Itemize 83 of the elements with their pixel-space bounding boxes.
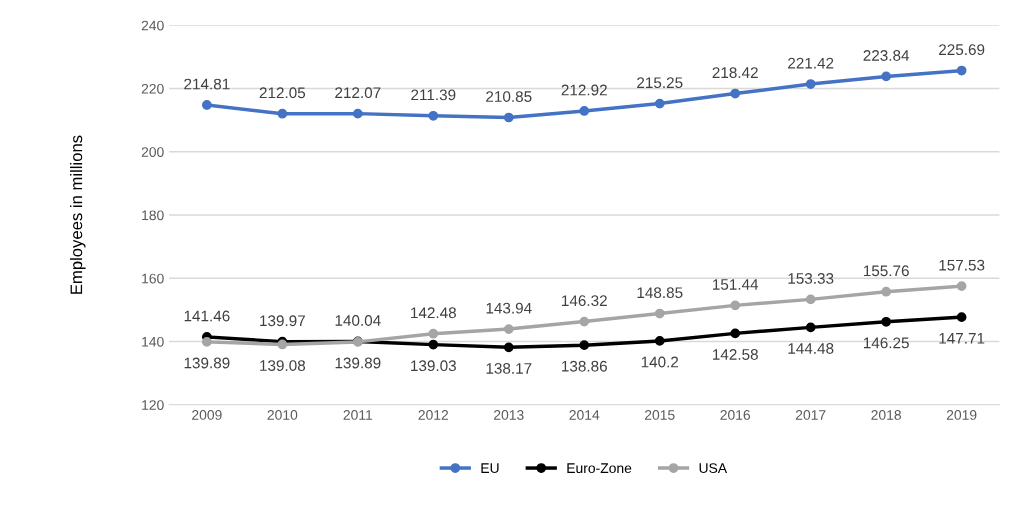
data-label: 141.46 — [184, 310, 230, 322]
data-label: 144.48 — [788, 343, 834, 354]
data-label: 140.04 — [335, 315, 381, 326]
point — [428, 328, 439, 339]
y-tick-label: 220 — [141, 83, 164, 94]
point — [956, 65, 967, 76]
point — [503, 112, 514, 123]
point — [428, 110, 439, 121]
point — [202, 337, 212, 347]
y-tick-label: 200 — [141, 147, 164, 157]
y-axis-title: Employees in millions — [70, 135, 86, 294]
point — [202, 100, 212, 110]
y-tick-label: 240 — [141, 20, 164, 31]
data-label: 215.25 — [637, 77, 683, 89]
data-label: 139.03 — [411, 360, 456, 372]
data-label: 151.44 — [713, 279, 759, 290]
x-tick-label: 2017 — [795, 410, 826, 420]
data-label: 214.81 — [184, 78, 230, 90]
legend-label: USA — [699, 463, 728, 474]
point — [579, 316, 590, 327]
point — [881, 316, 892, 327]
point — [428, 339, 439, 350]
x-tick-label: 2019 — [946, 410, 977, 420]
data-label: 212.92 — [561, 84, 607, 96]
data-label: 142.48 — [411, 307, 456, 319]
data-label: 218.42 — [712, 67, 758, 79]
data-label: 146.25 — [863, 337, 909, 349]
y-tick-label: 120 — [142, 400, 164, 410]
data-label: 148.85 — [637, 287, 683, 299]
x-tick-label: 2012 — [418, 410, 449, 420]
point — [579, 106, 590, 116]
point — [730, 300, 741, 311]
data-label: 147.71 — [939, 333, 985, 344]
data-label: 139.89 — [335, 357, 381, 369]
x-tick-label: 2016 — [720, 410, 751, 420]
data-label: 140.2 — [641, 356, 679, 368]
data-label: 153.33 — [788, 273, 834, 284]
point — [277, 108, 288, 119]
data-label: 142.58 — [713, 349, 758, 360]
data-label: 139.08 — [260, 360, 306, 371]
data-label: 143.94 — [486, 302, 532, 314]
point — [730, 328, 741, 339]
point — [503, 324, 514, 334]
point — [352, 108, 363, 119]
point — [579, 340, 590, 351]
data-label: 139.97 — [260, 315, 305, 327]
data-label: 138.17 — [486, 363, 532, 374]
data-label: 138.86 — [562, 360, 607, 372]
data-label: 146.32 — [562, 295, 607, 307]
x-tick-label: 2018 — [871, 410, 902, 420]
legend-label: Euro-Zone — [567, 463, 632, 474]
data-label: 225.69 — [939, 44, 985, 56]
point — [881, 71, 892, 82]
x-tick-label: 2009 — [192, 410, 222, 420]
point — [730, 88, 741, 99]
point — [654, 98, 665, 109]
data-label: 212.07 — [335, 87, 381, 99]
y-tick-label: 180 — [142, 210, 164, 221]
y-tick-label: 140 — [142, 336, 164, 347]
point — [805, 294, 816, 305]
x-tick-label: 2014 — [569, 410, 600, 420]
data-label: 139.89 — [184, 357, 230, 369]
x-tick-label: 2015 — [644, 410, 675, 420]
data-label: 212.05 — [259, 87, 306, 99]
data-label: 221.42 — [788, 57, 834, 69]
data-label: 223.84 — [863, 50, 910, 61]
point — [881, 286, 892, 297]
point — [654, 308, 665, 319]
y-tick-label: 160 — [142, 273, 164, 284]
point — [956, 312, 967, 323]
legend-label: EU — [481, 463, 499, 474]
point — [503, 342, 514, 353]
x-tick-label: 2010 — [267, 410, 298, 420]
point — [654, 336, 665, 346]
data-label: 157.53 — [939, 259, 985, 271]
x-tick-label: 2011 — [343, 410, 373, 420]
point — [956, 281, 967, 291]
point — [805, 322, 816, 333]
data-label: 155.76 — [863, 265, 909, 277]
x-tick-label: 2013 — [494, 410, 524, 420]
point — [805, 79, 816, 89]
data-label: 211.39 — [411, 89, 456, 101]
data-label: 210.85 — [486, 91, 532, 102]
